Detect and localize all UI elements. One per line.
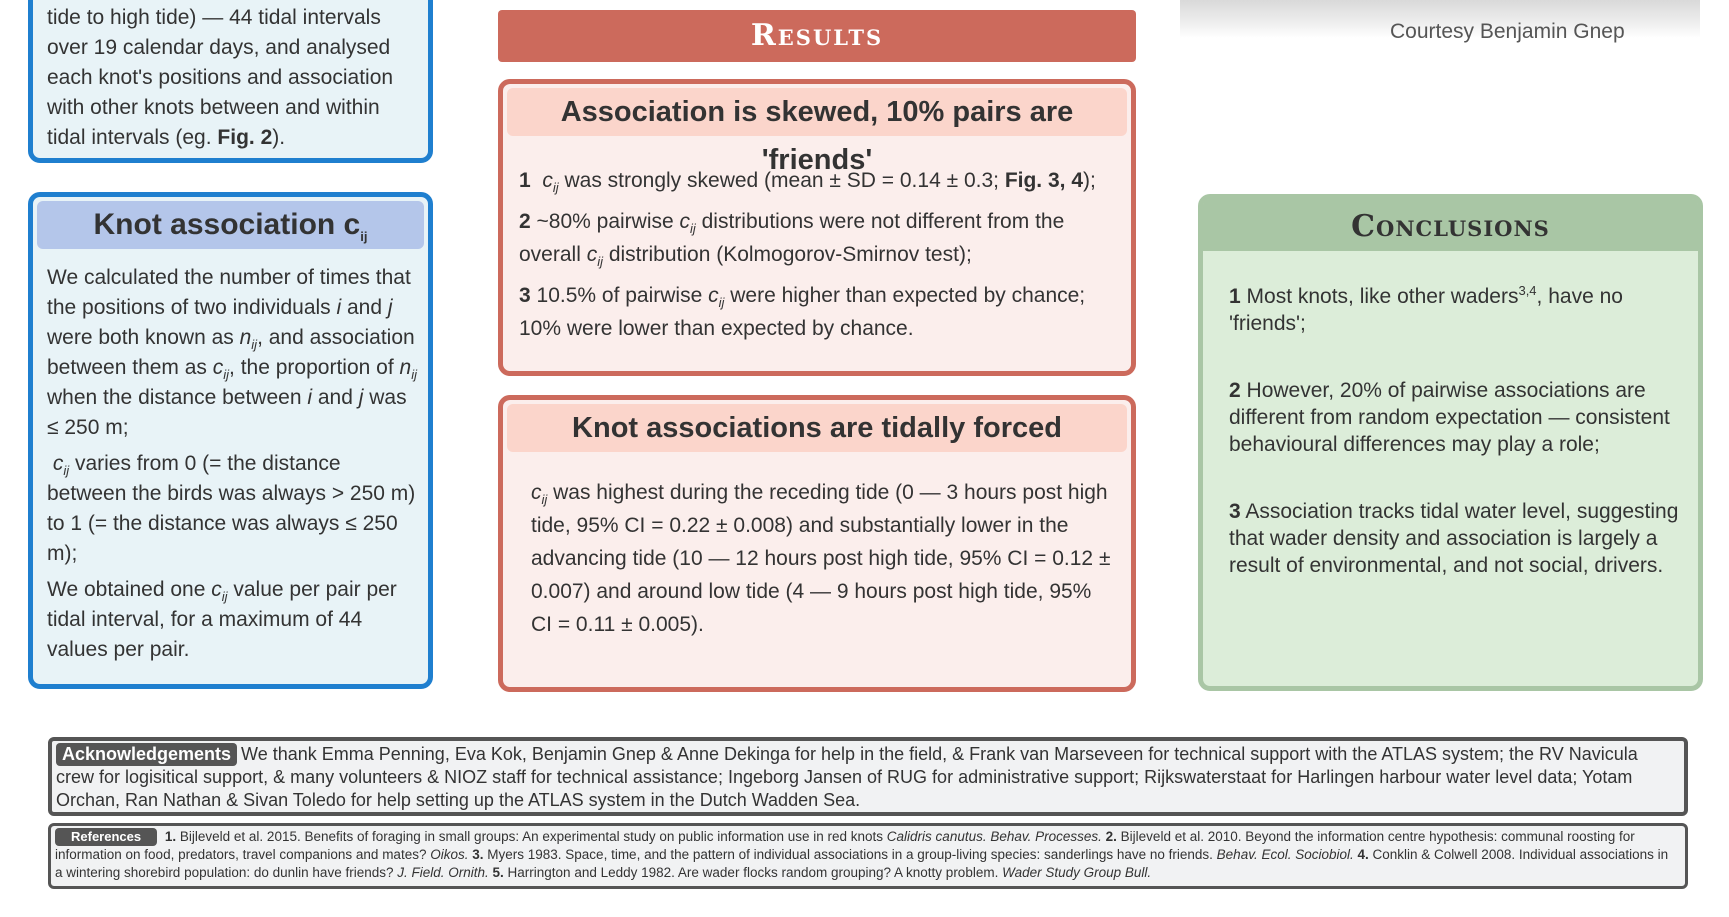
- results-tidal-title: Knot associations are tidally forced: [507, 404, 1127, 452]
- references-label: References: [55, 828, 158, 846]
- conclusion-item: 1 Most knots, like other waders3,4, have…: [1229, 283, 1623, 335]
- knot-association-box: Knot association cij We calculated the n…: [28, 192, 433, 689]
- result-item: 2 ~80% pairwise cij distributions were n…: [519, 210, 1065, 270]
- knot-paragraph-3: We obtained one cij value per pair per t…: [47, 578, 397, 661]
- photo-credit: Courtesy Benjamin Gnep: [1390, 20, 1625, 43]
- conclusions-body: 1 Most knots, like other waders3,4, have…: [1229, 283, 1684, 619]
- conclusion-item: 3 Association tracks tidal water level, …: [1229, 500, 1679, 577]
- knot-flock-photo: [1180, 0, 1700, 38]
- results-tidal-body: cij was highest during the receding tide…: [531, 481, 1111, 636]
- methods-line: tidal intervals (eg. Fig. 2).: [47, 126, 286, 149]
- knot-association-title: Knot association cij: [37, 201, 424, 249]
- results-skewed-box: Association is skewed, 10% pairs are 'fr…: [498, 79, 1136, 376]
- acknowledgements-text: We thank Emma Penning, Eva Kok, Benjamin…: [56, 744, 1638, 810]
- methods-line: each knot's positions and association: [47, 66, 394, 89]
- methods-line: tide to high tide) — 44 tidal intervals: [47, 6, 381, 29]
- conclusions-box: Conclusions 1 Most knots, like other wad…: [1198, 194, 1703, 691]
- knot-paragraph-2: cij varies from 0 (= the distance betwee…: [47, 452, 416, 565]
- acknowledgements-label: Acknowledgements: [56, 743, 238, 766]
- methods-box: tide to high tide) — 44 tidal intervals …: [28, 0, 433, 163]
- results-skewed-title: Association is skewed, 10% pairs are 'fr…: [507, 88, 1127, 176]
- results-tidal-box: Knot associations are tidally forced cij…: [498, 395, 1136, 692]
- results-banner: Results: [498, 10, 1136, 62]
- methods-line: over 19 calendar days, and analysed: [47, 36, 391, 59]
- results-skewed-body: 1 cij was strongly skewed (mean ± SD = 0…: [519, 164, 1119, 353]
- knot-association-body: We calculated the number of times that t…: [47, 263, 418, 671]
- references-box: References 1. Bijleveld et al. 2015. Ben…: [48, 823, 1688, 889]
- methods-line: with other knots between and within: [47, 96, 380, 119]
- knot-paragraph-1: We calculated the number of times that t…: [47, 266, 417, 439]
- conclusion-item: 2 However, 20% of pairwise associations …: [1229, 379, 1670, 456]
- acknowledgements-box: Acknowledgements We thank Emma Penning, E…: [48, 737, 1688, 816]
- result-item: 3 10.5% of pairwise cij were higher than…: [519, 284, 1086, 340]
- conclusions-title: Conclusions: [1203, 199, 1698, 251]
- result-item: 1 cij was strongly skewed (mean ± SD = 0…: [519, 169, 1096, 196]
